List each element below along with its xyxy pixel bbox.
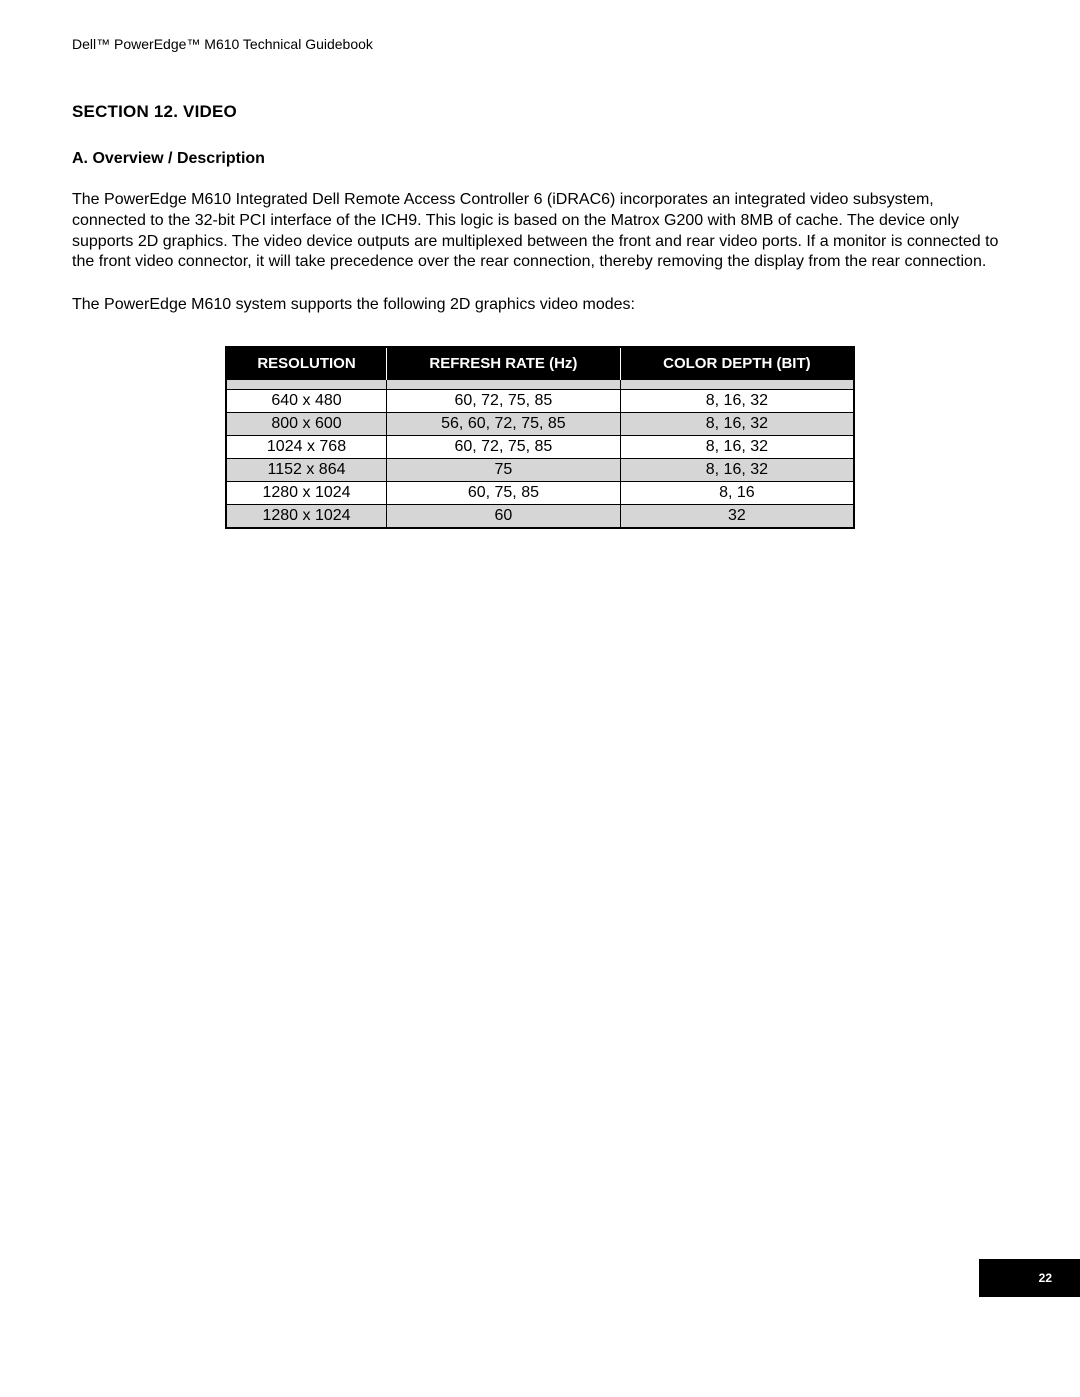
table-cell: 60, 72, 75, 85	[387, 389, 621, 412]
page-number-footer: 22	[979, 1259, 1080, 1297]
video-modes-table-wrap: RESOLUTION REFRESH RATE (Hz) COLOR DEPTH…	[225, 346, 855, 529]
video-modes-table: RESOLUTION REFRESH RATE (Hz) COLOR DEPTH…	[225, 346, 855, 529]
table-spacer-row	[226, 379, 854, 389]
col-refresh-rate: REFRESH RATE (Hz)	[387, 347, 621, 380]
table-cell: 8, 16, 32	[620, 458, 854, 481]
table-row: 1280 x 102460, 75, 858, 16	[226, 481, 854, 504]
table-row: 640 x 48060, 72, 75, 858, 16, 32	[226, 389, 854, 412]
table-cell: 1152 x 864	[226, 458, 387, 481]
table-cell: 8, 16, 32	[620, 435, 854, 458]
page-content: Dell™ PowerEdge™ M610 Technical Guideboo…	[0, 0, 1080, 529]
table-row: 1280 x 10246032	[226, 504, 854, 528]
table-cell: 60	[387, 504, 621, 528]
table-row: 1152 x 864758, 16, 32	[226, 458, 854, 481]
section-title: SECTION 12. VIDEO	[72, 102, 1008, 122]
table-cell: 800 x 600	[226, 412, 387, 435]
table-cell: 640 x 480	[226, 389, 387, 412]
overview-paragraph-2: The PowerEdge M610 system supports the f…	[72, 295, 1008, 316]
table-cell: 1280 x 1024	[226, 481, 387, 504]
table-body: 640 x 48060, 72, 75, 858, 16, 32800 x 60…	[226, 379, 854, 528]
subsection-title: A. Overview / Description	[72, 150, 1008, 168]
overview-paragraph-1: The PowerEdge M610 Integrated Dell Remot…	[72, 190, 1008, 273]
col-resolution: RESOLUTION	[226, 347, 387, 380]
table-row: 1024 x 76860, 72, 75, 858, 16, 32	[226, 435, 854, 458]
table-cell: 32	[620, 504, 854, 528]
table-cell: 56, 60, 72, 75, 85	[387, 412, 621, 435]
table-cell: 8, 16, 32	[620, 412, 854, 435]
col-color-depth: COLOR DEPTH (BIT)	[620, 347, 854, 380]
table-cell: 1024 x 768	[226, 435, 387, 458]
table-cell: 8, 16, 32	[620, 389, 854, 412]
table-cell: 75	[387, 458, 621, 481]
table-header-row: RESOLUTION REFRESH RATE (Hz) COLOR DEPTH…	[226, 347, 854, 380]
document-header: Dell™ PowerEdge™ M610 Technical Guideboo…	[72, 36, 1008, 52]
table-row: 800 x 60056, 60, 72, 75, 858, 16, 32	[226, 412, 854, 435]
table-cell: 8, 16	[620, 481, 854, 504]
table-cell: 1280 x 1024	[226, 504, 387, 528]
table-cell: 60, 75, 85	[387, 481, 621, 504]
table-cell: 60, 72, 75, 85	[387, 435, 621, 458]
